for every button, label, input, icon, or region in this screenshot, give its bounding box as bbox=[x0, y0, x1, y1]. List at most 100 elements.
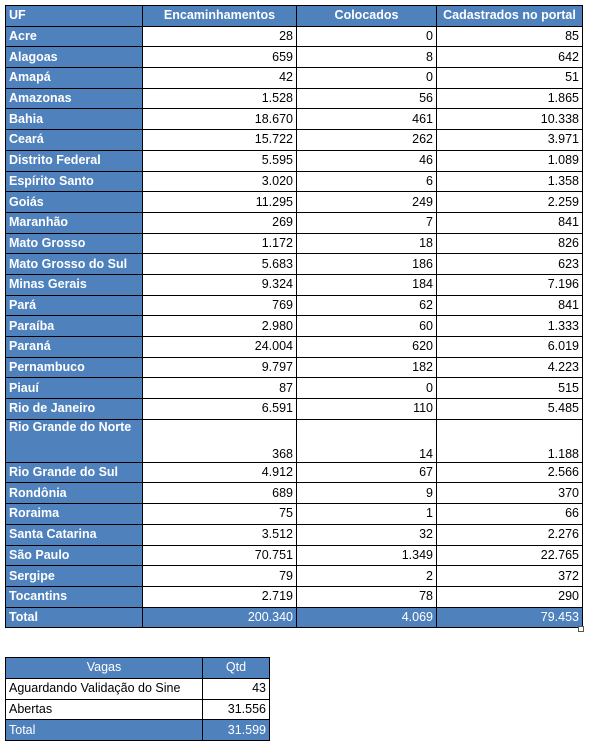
encaminhamentos-cell[interactable]: 79 bbox=[142, 565, 297, 587]
uf-cell[interactable]: Pernambuco bbox=[5, 356, 143, 379]
encaminhamentos-cell[interactable]: 1.172 bbox=[142, 232, 297, 255]
uf-cell[interactable]: São Paulo bbox=[5, 544, 143, 567]
encaminhamentos-cell[interactable]: 42 bbox=[142, 67, 297, 89]
encaminhamentos-cell[interactable]: 2.980 bbox=[142, 315, 297, 337]
cadastrados-cell[interactable]: 66 bbox=[436, 503, 583, 525]
header-uf[interactable]: UF bbox=[5, 5, 143, 27]
cadastrados-cell[interactable]: 841 bbox=[436, 211, 583, 234]
colocados-cell[interactable]: 46 bbox=[296, 149, 437, 172]
encaminhamentos-cell[interactable]: 75 bbox=[142, 503, 297, 525]
uf-cell[interactable]: Minas Gerais bbox=[5, 273, 143, 296]
colocados-cell[interactable]: 0 bbox=[296, 25, 437, 48]
colocados-cell[interactable]: 2 bbox=[296, 565, 437, 587]
cadastrados-cell[interactable]: 10.338 bbox=[436, 108, 583, 131]
uf-cell[interactable]: Amazonas bbox=[5, 87, 143, 110]
header-qtd[interactable]: Qtd bbox=[202, 657, 270, 679]
cadastrados-cell[interactable]: 1.865 bbox=[436, 87, 583, 110]
uf-cell[interactable]: Santa Catarina bbox=[5, 523, 143, 546]
vagas-qtd-cell[interactable]: 31.599 bbox=[202, 719, 270, 742]
cadastrados-cell[interactable]: 3.971 bbox=[436, 129, 583, 151]
colocados-cell[interactable]: 18 bbox=[296, 232, 437, 255]
encaminhamentos-cell[interactable]: 659 bbox=[142, 46, 297, 69]
uf-cell[interactable]: Maranhão bbox=[5, 211, 143, 234]
colocados-cell[interactable]: 56 bbox=[296, 87, 437, 110]
encaminhamentos-cell[interactable]: 5.595 bbox=[142, 149, 297, 172]
uf-cell[interactable]: Rio Grande do Sul bbox=[5, 461, 143, 484]
header-colocados[interactable]: Colocados bbox=[296, 5, 437, 27]
cadastrados-cell[interactable]: 2.566 bbox=[436, 461, 583, 484]
uf-cell[interactable]: Total bbox=[5, 606, 143, 629]
encaminhamentos-cell[interactable]: 269 bbox=[142, 211, 297, 234]
colocados-cell[interactable]: 7 bbox=[296, 211, 437, 234]
cadastrados-cell[interactable]: 841 bbox=[436, 294, 583, 317]
colocados-cell[interactable]: 0 bbox=[296, 377, 437, 400]
colocados-cell[interactable]: 9 bbox=[296, 482, 437, 505]
uf-cell[interactable]: Distrito Federal bbox=[5, 149, 143, 172]
vagas-label-cell[interactable]: Aguardando Validação do Sine bbox=[5, 677, 203, 700]
encaminhamentos-cell[interactable]: 70.751 bbox=[142, 544, 297, 567]
colocados-cell[interactable]: 62 bbox=[296, 294, 437, 317]
uf-cell[interactable]: Amapá bbox=[5, 67, 143, 89]
cadastrados-cell[interactable]: 642 bbox=[436, 46, 583, 69]
header-encaminhamentos[interactable]: Encaminhamentos bbox=[142, 5, 297, 27]
encaminhamentos-cell[interactable]: 11.295 bbox=[142, 191, 297, 213]
uf-cell[interactable]: Piauí bbox=[5, 377, 143, 400]
colocados-cell[interactable]: 6 bbox=[296, 170, 437, 193]
uf-cell[interactable]: Rondônia bbox=[5, 482, 143, 505]
cadastrados-cell[interactable]: 370 bbox=[436, 482, 583, 505]
encaminhamentos-cell[interactable]: 6.591 bbox=[142, 398, 297, 420]
encaminhamentos-cell[interactable]: 5.683 bbox=[142, 253, 297, 275]
colocados-cell[interactable]: 262 bbox=[296, 129, 437, 151]
uf-cell[interactable]: Paraíba bbox=[5, 315, 143, 337]
cadastrados-cell[interactable]: 7.196 bbox=[436, 273, 583, 296]
colocados-cell[interactable]: 32 bbox=[296, 523, 437, 546]
colocados-cell[interactable]: 461 bbox=[296, 108, 437, 131]
colocados-cell[interactable]: 184 bbox=[296, 273, 437, 296]
cadastrados-cell[interactable]: 79.453 bbox=[436, 606, 583, 629]
colocados-cell[interactable]: 1.349 bbox=[296, 544, 437, 567]
vagas-qtd-cell[interactable]: 31.556 bbox=[202, 698, 270, 721]
encaminhamentos-cell[interactable]: 368 bbox=[142, 418, 297, 463]
cadastrados-cell[interactable]: 623 bbox=[436, 253, 583, 275]
uf-cell[interactable]: Ceará bbox=[5, 129, 143, 151]
colocados-cell[interactable]: 620 bbox=[296, 336, 437, 358]
colocados-cell[interactable]: 110 bbox=[296, 398, 437, 420]
uf-cell[interactable]: Goiás bbox=[5, 191, 143, 213]
uf-cell[interactable]: Rio de Janeiro bbox=[5, 398, 143, 420]
cadastrados-cell[interactable]: 2.276 bbox=[436, 523, 583, 546]
uf-cell[interactable]: Espírito Santo bbox=[5, 170, 143, 193]
cadastrados-cell[interactable]: 1.358 bbox=[436, 170, 583, 193]
uf-cell[interactable]: Tocantins bbox=[5, 585, 143, 608]
uf-cell[interactable]: Acre bbox=[5, 25, 143, 48]
uf-cell[interactable]: Mato Grosso do Sul bbox=[5, 253, 143, 275]
cadastrados-cell[interactable]: 1.089 bbox=[436, 149, 583, 172]
colocados-cell[interactable]: 182 bbox=[296, 356, 437, 379]
colocados-cell[interactable]: 60 bbox=[296, 315, 437, 337]
colocados-cell[interactable]: 78 bbox=[296, 585, 437, 608]
cadastrados-cell[interactable]: 5.485 bbox=[436, 398, 583, 420]
encaminhamentos-cell[interactable]: 769 bbox=[142, 294, 297, 317]
encaminhamentos-cell[interactable]: 3.020 bbox=[142, 170, 297, 193]
cadastrados-cell[interactable]: 6.019 bbox=[436, 336, 583, 358]
colocados-cell[interactable]: 8 bbox=[296, 46, 437, 69]
cadastrados-cell[interactable]: 1.188 bbox=[436, 418, 583, 463]
uf-cell[interactable]: Alagoas bbox=[5, 46, 143, 69]
table-resize-handle[interactable] bbox=[578, 626, 584, 632]
vagas-label-cell[interactable]: Total bbox=[5, 719, 203, 742]
encaminhamentos-cell[interactable]: 18.670 bbox=[142, 108, 297, 131]
encaminhamentos-cell[interactable]: 2.719 bbox=[142, 585, 297, 608]
encaminhamentos-cell[interactable]: 200.340 bbox=[142, 606, 297, 629]
encaminhamentos-cell[interactable]: 87 bbox=[142, 377, 297, 400]
cadastrados-cell[interactable]: 290 bbox=[436, 585, 583, 608]
uf-cell[interactable]: Paraná bbox=[5, 336, 143, 358]
cadastrados-cell[interactable]: 51 bbox=[436, 67, 583, 89]
vagas-qtd-cell[interactable]: 43 bbox=[202, 677, 270, 700]
encaminhamentos-cell[interactable]: 689 bbox=[142, 482, 297, 505]
cadastrados-cell[interactable]: 1.333 bbox=[436, 315, 583, 337]
encaminhamentos-cell[interactable]: 1.528 bbox=[142, 87, 297, 110]
encaminhamentos-cell[interactable]: 3.512 bbox=[142, 523, 297, 546]
uf-cell[interactable]: Pará bbox=[5, 294, 143, 317]
colocados-cell[interactable]: 186 bbox=[296, 253, 437, 275]
cadastrados-cell[interactable]: 85 bbox=[436, 25, 583, 48]
encaminhamentos-cell[interactable]: 15.722 bbox=[142, 129, 297, 151]
